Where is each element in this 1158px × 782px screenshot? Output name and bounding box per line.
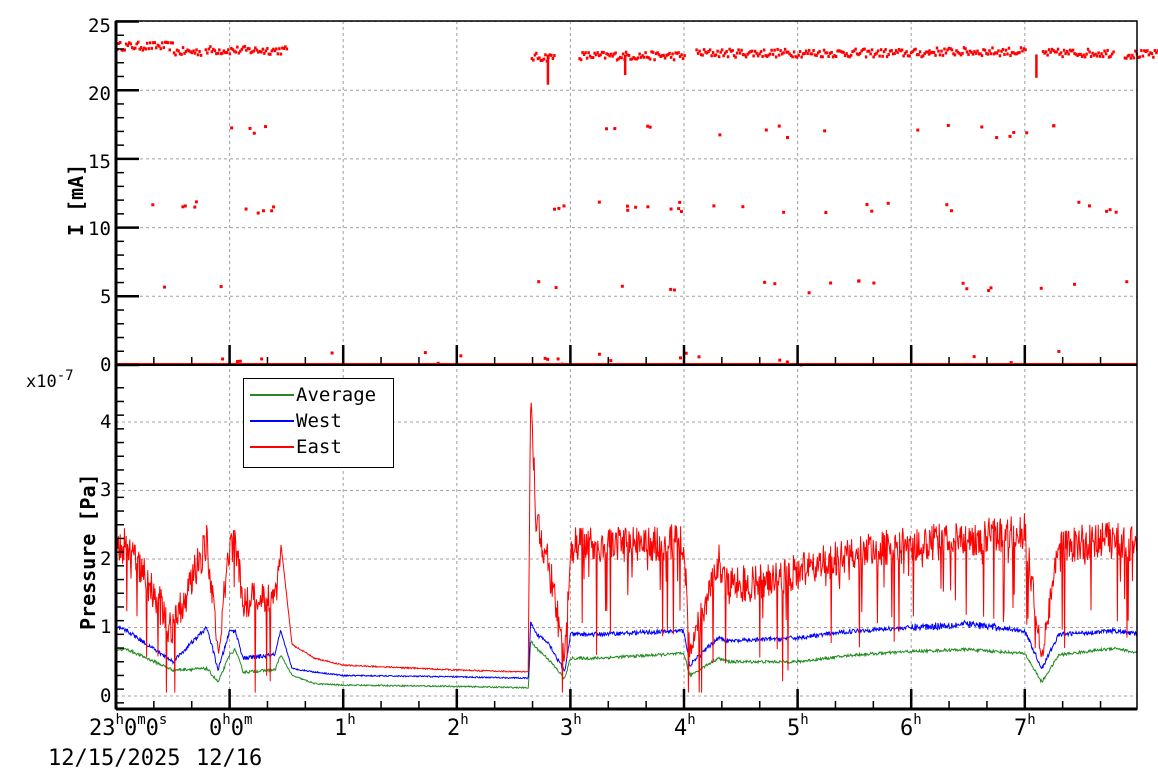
xtick-2h: 2h — [447, 712, 469, 741]
xtick-5h: 5h — [787, 712, 809, 741]
legend-label-east: East — [296, 436, 342, 458]
xtick-1h: 1h — [334, 712, 356, 741]
top-ytick-10: 10 — [88, 218, 111, 240]
legend-item-east: East — [250, 435, 342, 459]
x-date-next: 12/16 — [196, 746, 263, 771]
top-ytick-20: 20 — [88, 83, 111, 105]
legend-item-average: Average — [250, 383, 376, 407]
legend: Average West East — [243, 378, 394, 468]
xtick-0h: 0h0m — [209, 712, 253, 741]
legend-swatch-west — [250, 420, 294, 422]
legend-label-average: Average — [296, 384, 377, 406]
bottom-ytick-1: 1 — [100, 616, 112, 638]
bottom-ytick-3: 3 — [100, 479, 112, 501]
xtick-3h: 3h — [560, 712, 582, 741]
bottom-y-axis-title: Pressure [Pa] — [76, 473, 100, 630]
pressure-multiplier: x10-7 — [26, 368, 74, 392]
top-ytick-0: 0 — [100, 354, 112, 376]
bottom-ytick-2: 2 — [100, 548, 112, 570]
legend-label-west: West — [296, 410, 342, 432]
xtick-23h: 23h0m0s — [89, 712, 168, 741]
xtick-4h: 4h — [674, 712, 696, 741]
top-ytick-5: 5 — [100, 286, 112, 308]
top-y-axis-title: I [mA] — [64, 163, 88, 236]
legend-swatch-east — [250, 446, 294, 448]
bottom-ytick-0: 0 — [100, 685, 112, 707]
legend-item-west: West — [250, 409, 342, 433]
xtick-6h: 6h — [900, 712, 922, 741]
bottom-ytick-4: 4 — [100, 411, 112, 433]
top-ytick-25: 25 — [88, 15, 111, 37]
legend-swatch-average — [250, 394, 294, 396]
xtick-7h: 7h — [1014, 712, 1036, 741]
top-ytick-15: 15 — [88, 151, 111, 173]
x-date-start: 12/15/2025 — [48, 746, 181, 771]
